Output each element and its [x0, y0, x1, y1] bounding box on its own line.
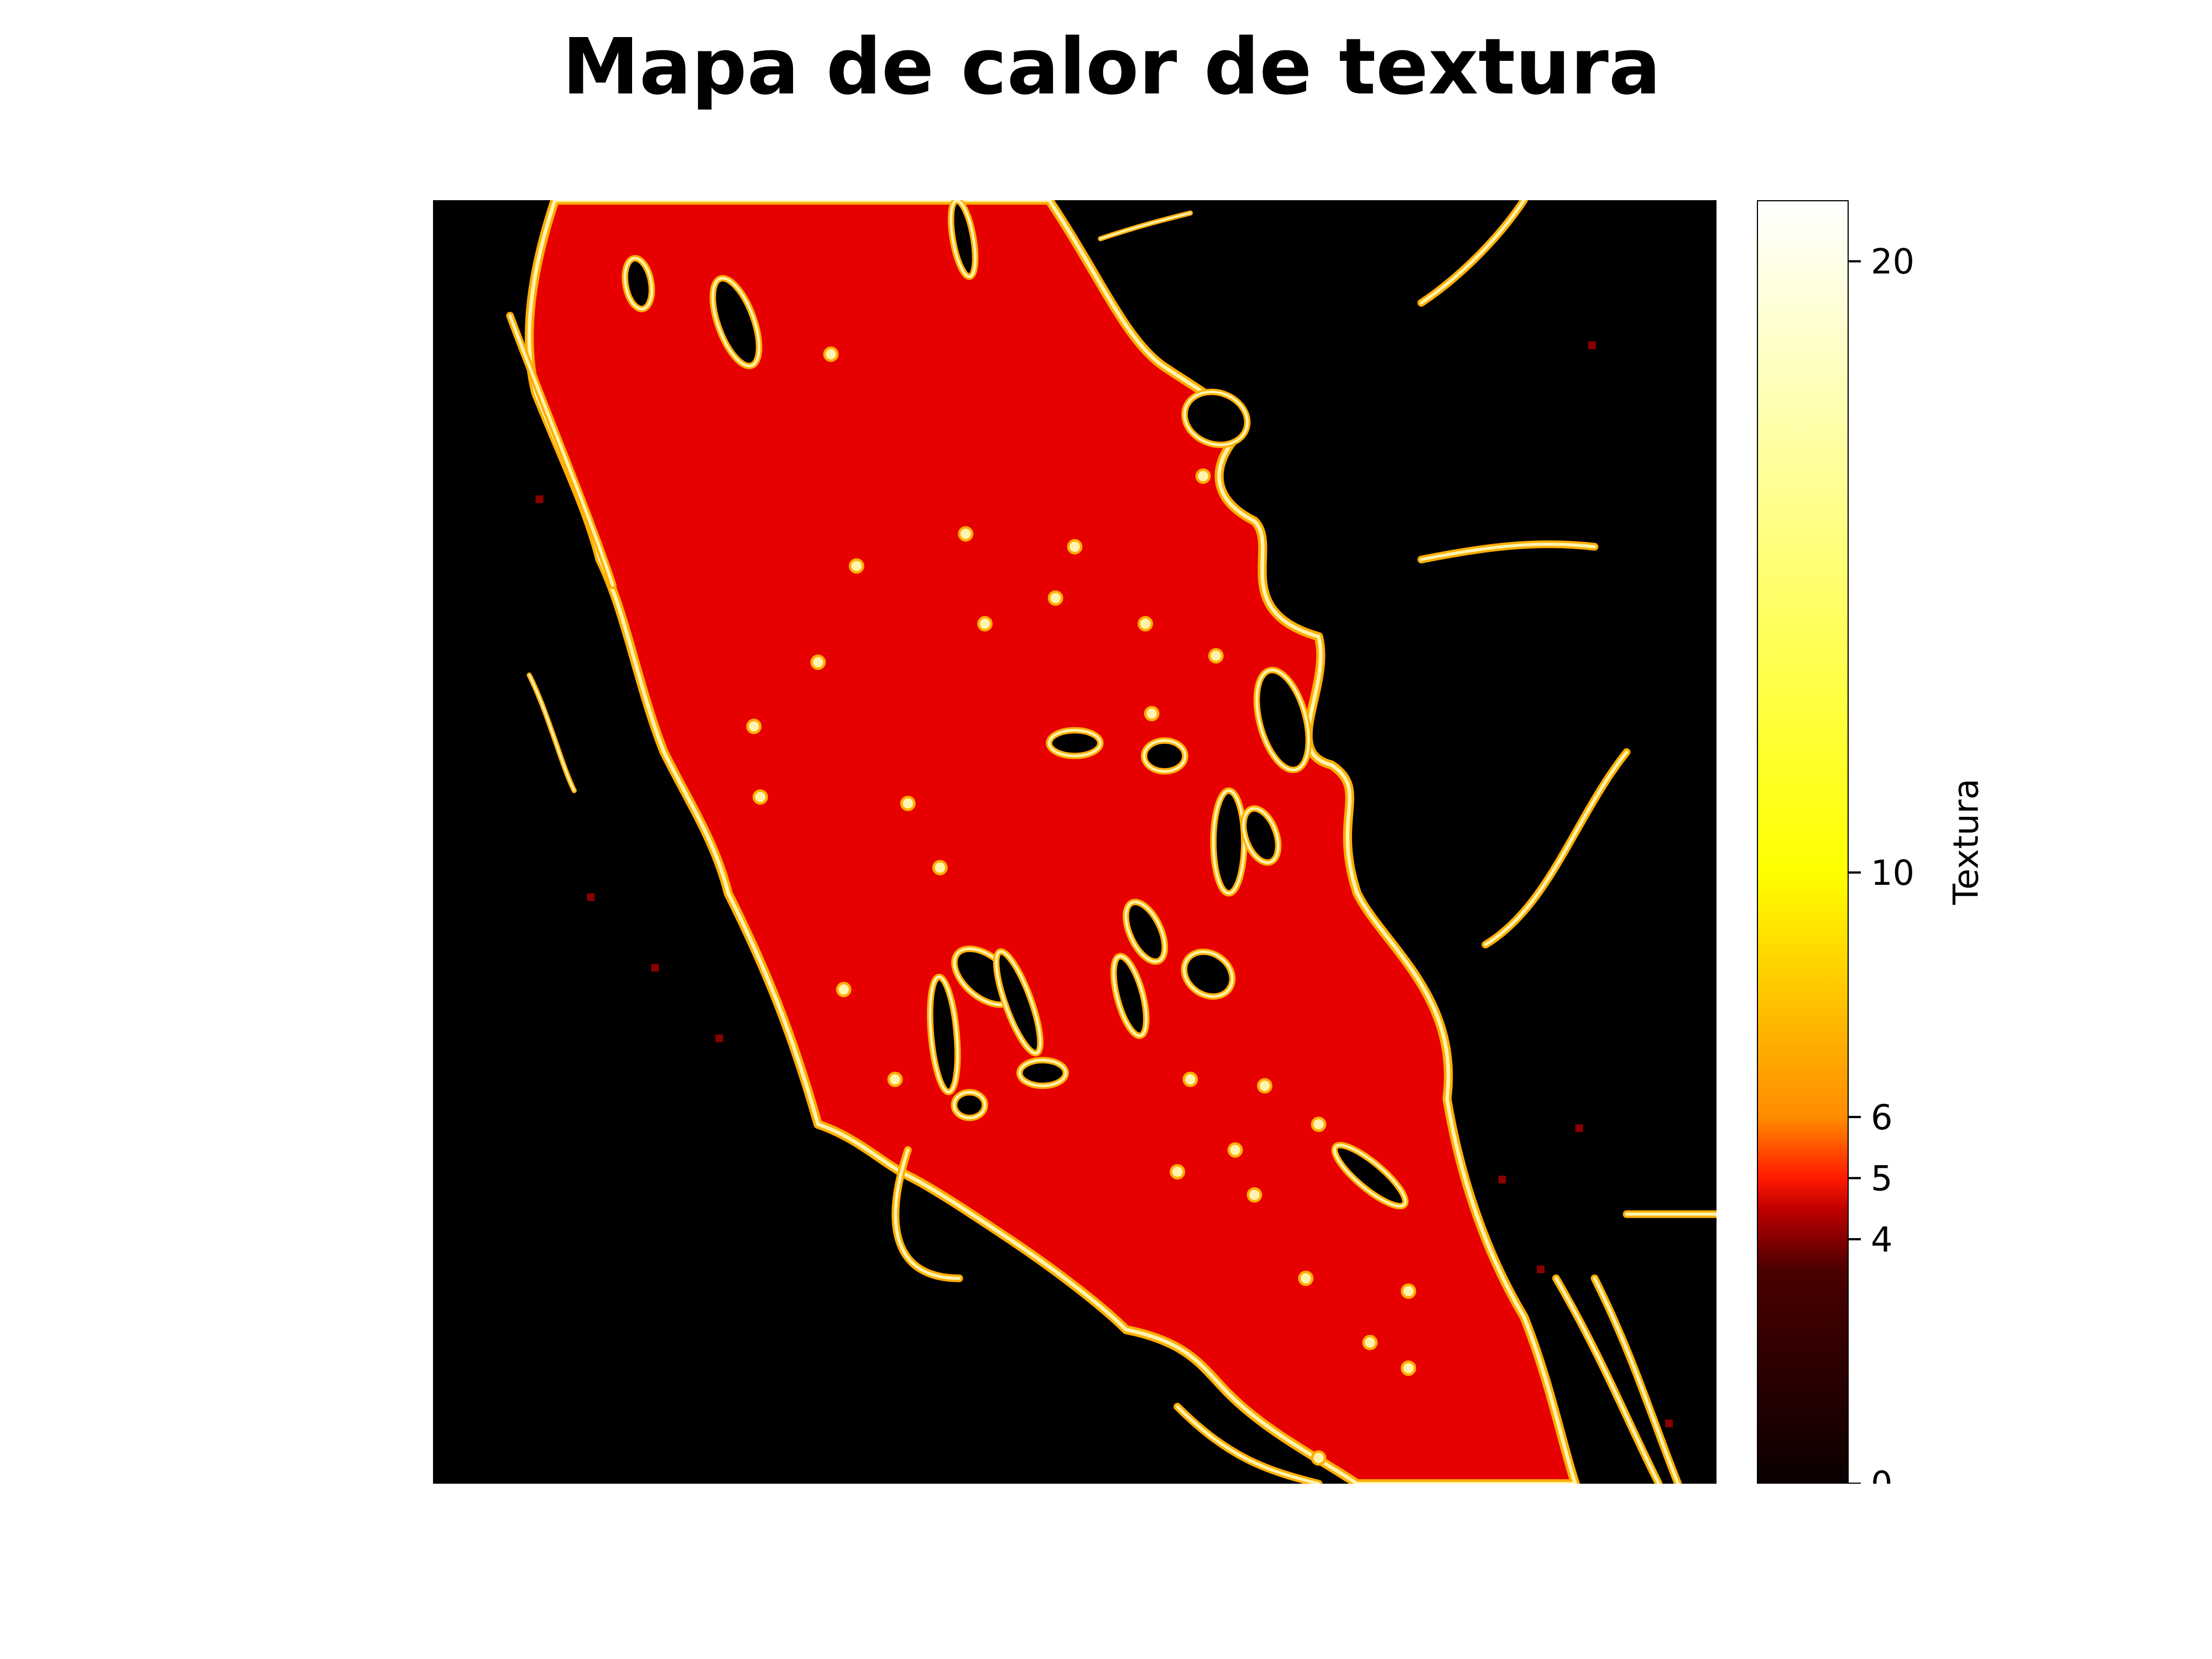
- texture-speck-26: [1311, 1450, 1327, 1466]
- texture-speck-20: [1067, 539, 1083, 555]
- texture-speck-0: [823, 346, 839, 362]
- texture-speck-4: [1047, 590, 1063, 606]
- texture-pocket-0-core: [711, 276, 760, 368]
- texture-speck-8: [887, 1071, 903, 1087]
- texture-speck-24: [1170, 1164, 1186, 1180]
- background-speck-0: [587, 893, 595, 901]
- background-speck-7: [535, 495, 544, 503]
- outer-strip-top-core: [1099, 212, 1192, 240]
- colorbar-axis: 0 4 5 6 10 20: [1849, 242, 1914, 1484]
- colorbar-tick-label: 20: [1871, 242, 1914, 282]
- outer-strip-bottom-right-core: [1554, 1276, 1661, 1484]
- texture-pocket-2-core: [950, 200, 977, 278]
- texture-speck-15: [1195, 468, 1211, 484]
- texture-speck-21: [1144, 706, 1160, 722]
- texture-speck-7: [836, 982, 852, 998]
- background-speck-4: [1537, 1265, 1545, 1274]
- texture-pocket-14-core: [1333, 1144, 1407, 1208]
- texture-speck-3: [977, 616, 993, 632]
- outer-strip-left-core: [508, 314, 614, 587]
- texture-heatmap: [433, 200, 1717, 1484]
- colorbar-tick-label: 5: [1871, 1158, 1892, 1198]
- texture-pocket-1-core: [623, 257, 653, 311]
- background-speck-5: [1665, 1419, 1673, 1427]
- texture-speck-23: [1227, 1142, 1243, 1158]
- background-speck-1: [651, 963, 659, 972]
- outer-strip-top-right-core: [1420, 200, 1526, 305]
- outer-strip-mid-right-core: [1420, 542, 1597, 561]
- texture-speck-1: [810, 654, 826, 670]
- colorbar: [1757, 200, 1849, 1484]
- colorbar-gradient: [1757, 200, 1849, 1484]
- texture-speck-6: [1208, 648, 1224, 664]
- texture-pocket-15-core: [1047, 729, 1102, 758]
- outer-strip-bottom-right-2-core: [1593, 1276, 1680, 1484]
- outer-strip-left-2-core: [528, 674, 576, 792]
- texture-pocket-6-core: [928, 975, 959, 1094]
- outer-strip-right-core: [1484, 750, 1629, 946]
- heatmap-layer: [433, 200, 1717, 1484]
- background-speck-6: [1575, 1124, 1583, 1133]
- texture-speck-12: [1298, 1270, 1314, 1286]
- texture-pocket-3-core: [1183, 390, 1249, 446]
- texture-pocket-16-core: [1142, 739, 1187, 773]
- texture-pocket-17-core: [1242, 807, 1280, 864]
- colorbar-tick-label: 0: [1871, 1464, 1892, 1484]
- texture-speck-16: [958, 526, 974, 542]
- texture-speck-22: [900, 795, 916, 811]
- texture-speck-11: [1401, 1283, 1416, 1299]
- texture-speck-9: [1257, 1078, 1272, 1094]
- texture-pocket-10-core: [1124, 900, 1166, 963]
- background-speck-3: [1498, 1175, 1506, 1183]
- texture-pocket-4-core: [1255, 669, 1310, 771]
- colorbar-ticks: 0 4 5 6 10 20: [1849, 242, 1914, 1484]
- texture-speck-25: [1182, 1071, 1198, 1087]
- colorbar-label: Textura: [1945, 778, 1986, 905]
- texture-speck-13: [1246, 1187, 1262, 1203]
- texture-pocket-9-core: [1182, 950, 1234, 998]
- texture-speck-17: [932, 859, 948, 875]
- texture-speck-27: [1401, 1360, 1416, 1376]
- texture-pocket-7-core: [995, 950, 1042, 1055]
- texture-speck-5: [1138, 616, 1154, 632]
- texture-pocket-8-core: [1112, 954, 1148, 1037]
- river-body: [529, 200, 1575, 1484]
- texture-speck-19: [752, 789, 768, 805]
- outer-strip-lower-left-core: [894, 1148, 961, 1280]
- texture-speck-14: [1362, 1334, 1378, 1350]
- colorbar-tick-label: 4: [1871, 1219, 1892, 1260]
- river-edge-core: [527, 200, 1577, 1484]
- colorbar-tick-label: 6: [1871, 1097, 1892, 1138]
- texture-pocket-12-core: [1018, 1058, 1067, 1087]
- background-speck-2: [715, 1034, 723, 1042]
- outer-strip-bottom-core: [1176, 1405, 1321, 1484]
- texture-pocket-13-core: [953, 1091, 987, 1119]
- texture-speck-2: [849, 558, 864, 574]
- background-speck-8: [1588, 341, 1596, 349]
- colorbar-tick-label: 10: [1871, 853, 1914, 893]
- texture-speck-18: [746, 718, 762, 734]
- texture-speck-10: [1311, 1117, 1327, 1133]
- chart-title: Mapa de calor de textura: [562, 22, 1661, 112]
